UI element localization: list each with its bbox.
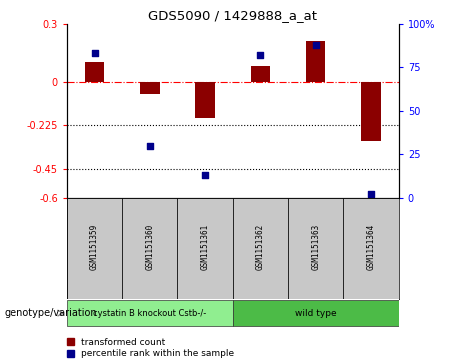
Text: GSM1151360: GSM1151360 <box>145 224 154 270</box>
Bar <box>288 198 343 299</box>
Title: GDS5090 / 1429888_a_at: GDS5090 / 1429888_a_at <box>148 9 317 23</box>
Bar <box>233 300 399 326</box>
Bar <box>195 82 215 118</box>
Bar <box>251 66 270 82</box>
Bar <box>140 82 160 94</box>
Text: genotype/variation: genotype/variation <box>5 308 97 318</box>
Point <box>367 191 375 197</box>
Legend: transformed count, percentile rank within the sample: transformed count, percentile rank withi… <box>67 338 234 359</box>
Text: GSM1151361: GSM1151361 <box>201 224 210 270</box>
Text: GSM1151363: GSM1151363 <box>311 224 320 270</box>
Text: wild type: wild type <box>295 309 337 318</box>
Point <box>312 42 319 48</box>
Bar <box>122 198 177 299</box>
Text: cystatin B knockout Cstb-/-: cystatin B knockout Cstb-/- <box>93 309 207 318</box>
Bar <box>233 198 288 299</box>
Point <box>146 143 154 148</box>
Bar <box>306 41 325 82</box>
Bar <box>177 198 233 299</box>
Bar <box>85 62 104 82</box>
Bar <box>361 82 381 141</box>
Point <box>201 172 209 178</box>
Text: GSM1151364: GSM1151364 <box>366 224 376 270</box>
Point <box>257 52 264 58</box>
Text: GSM1151362: GSM1151362 <box>256 224 265 270</box>
Bar <box>343 198 399 299</box>
Bar <box>67 300 233 326</box>
Text: GSM1151359: GSM1151359 <box>90 224 99 270</box>
Point <box>91 50 98 56</box>
Bar <box>67 198 122 299</box>
